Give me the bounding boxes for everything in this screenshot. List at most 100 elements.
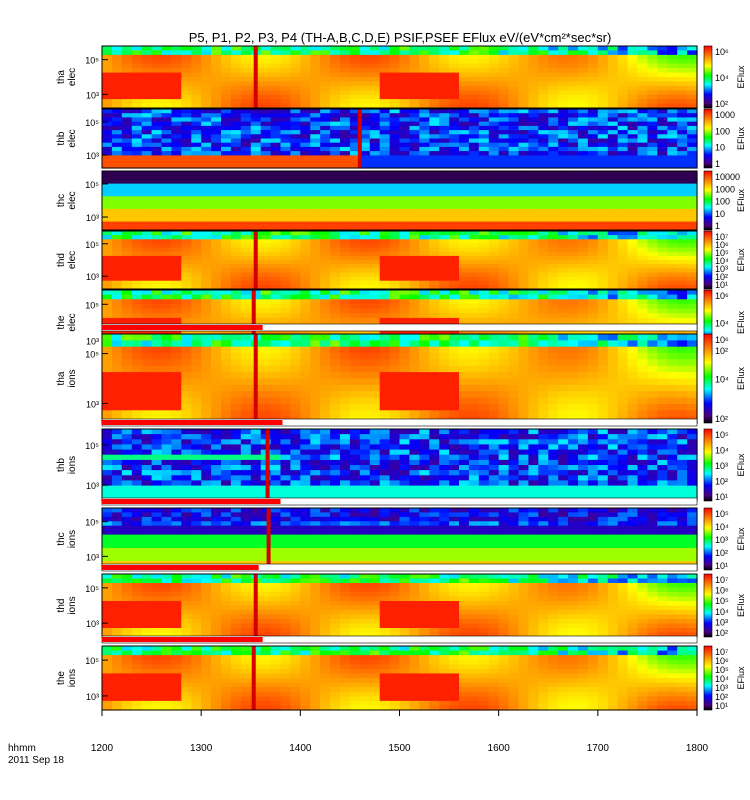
spectrogram-cell bbox=[578, 94, 589, 100]
colorbar-tick-label: 10⁴ bbox=[715, 73, 729, 83]
spectrogram-cell bbox=[221, 50, 232, 56]
spectrogram-cell bbox=[468, 113, 480, 118]
spectrogram-cell bbox=[171, 397, 182, 405]
spectrogram-cell bbox=[597, 85, 609, 91]
spectrogram-cell bbox=[320, 142, 331, 148]
spectrogram-cell bbox=[379, 125, 391, 131]
spectrogram-cell bbox=[488, 208, 500, 214]
spectrogram-cell bbox=[478, 138, 490, 144]
spectrogram-cell bbox=[607, 50, 619, 56]
spectrogram-cell bbox=[597, 384, 609, 392]
spectrogram-cell bbox=[647, 94, 658, 100]
spectrogram-cell bbox=[587, 94, 599, 100]
spectrogram-cell bbox=[141, 280, 153, 286]
spectrogram-cell bbox=[627, 299, 639, 305]
spectrogram-cell bbox=[280, 179, 291, 185]
spectrogram-cell bbox=[429, 159, 440, 165]
spectrogram-cell bbox=[488, 63, 500, 69]
spectrogram-cell bbox=[617, 117, 629, 123]
spectrogram-cell bbox=[677, 239, 688, 244]
spectrogram-cell bbox=[647, 72, 658, 78]
spectrogram-cell bbox=[300, 121, 311, 127]
spectrogram-cell bbox=[171, 284, 182, 290]
spectrogram-cell bbox=[597, 217, 609, 223]
spectrogram-cell bbox=[330, 146, 341, 152]
spectrogram-cell bbox=[369, 313, 381, 319]
spectrogram-cell bbox=[587, 391, 599, 399]
spectrogram-cell bbox=[141, 235, 153, 240]
spectrogram-cell bbox=[657, 247, 668, 253]
spectrogram-cell bbox=[637, 109, 648, 114]
spectrogram-cell bbox=[260, 192, 272, 197]
spectrogram-cell bbox=[498, 397, 510, 405]
spectrogram-cell bbox=[538, 264, 549, 269]
spectrogram-cell bbox=[468, 251, 480, 257]
spectrogram-cell bbox=[171, 391, 182, 399]
spectrogram-cell bbox=[201, 313, 212, 319]
spectrogram-cell bbox=[647, 231, 658, 236]
spectrogram-cell bbox=[359, 294, 371, 300]
spectrogram-cell bbox=[409, 217, 420, 223]
spectrogram-cell bbox=[478, 155, 490, 161]
spectrogram-cell bbox=[151, 365, 163, 373]
spectrogram-cell bbox=[637, 151, 648, 156]
spectrogram-cell bbox=[201, 378, 212, 386]
spectrogram-cell bbox=[607, 276, 619, 282]
spectrogram-cell bbox=[558, 264, 569, 269]
spectrogram-cell bbox=[171, 179, 182, 185]
spectrogram-cell bbox=[647, 163, 658, 169]
spectrogram-cell bbox=[181, 284, 192, 290]
spectrogram-cell bbox=[459, 138, 470, 144]
spectrogram-cell bbox=[230, 384, 242, 392]
spectrogram-cell bbox=[558, 299, 569, 305]
spectrogram-cell bbox=[508, 378, 520, 386]
spectrogram-cell bbox=[211, 171, 222, 176]
spectrogram-cell bbox=[151, 208, 163, 214]
spectrogram-cell bbox=[637, 175, 648, 180]
spectrogram-cell bbox=[498, 353, 510, 361]
spectrogram-cell bbox=[429, 264, 440, 269]
spectrogram-cell bbox=[250, 117, 262, 123]
spectrogram-cell bbox=[270, 196, 282, 202]
spectrogram-cell bbox=[607, 204, 619, 210]
spectrogram-cell bbox=[627, 138, 639, 144]
spectrogram-cell bbox=[528, 50, 539, 56]
spectrogram-cell bbox=[409, 268, 420, 273]
spectrogram-cell bbox=[300, 163, 311, 169]
spectrogram-cell bbox=[151, 117, 163, 123]
spectrogram-cell bbox=[687, 99, 698, 105]
spectrogram-cell bbox=[260, 63, 272, 69]
spectrogram-cell bbox=[260, 243, 272, 249]
spectrogram-cell bbox=[141, 217, 153, 223]
spectrogram-cell bbox=[657, 77, 668, 82]
spectrogram-cell bbox=[141, 63, 153, 69]
spectrogram-cell bbox=[607, 99, 619, 105]
spectrogram-cell bbox=[627, 117, 639, 123]
spectrogram-cell bbox=[221, 72, 232, 78]
spectrogram-cell bbox=[498, 155, 510, 161]
colorbar-label: EFlux bbox=[736, 189, 746, 213]
spectrogram-cell bbox=[617, 138, 629, 144]
spectrogram-cell bbox=[230, 208, 242, 214]
spectrogram-cell bbox=[201, 179, 212, 185]
spectrogram-cell bbox=[389, 159, 401, 165]
spectrogram-cell bbox=[389, 72, 401, 78]
spectrogram-cell bbox=[468, 235, 480, 240]
spectrogram-cell bbox=[270, 192, 282, 197]
spectrogram-cell bbox=[310, 255, 321, 261]
colorbar-tick-label: 1 bbox=[715, 221, 720, 231]
spectrogram-cell bbox=[310, 46, 321, 51]
spectrogram-cell bbox=[568, 134, 579, 140]
spectrogram-cell bbox=[310, 213, 321, 218]
spectrogram-cell bbox=[627, 200, 639, 206]
spectrogram-cell bbox=[429, 138, 440, 144]
spectrogram-cell bbox=[459, 268, 470, 273]
spectrogram-cell bbox=[617, 99, 629, 105]
spectrogram-cell bbox=[637, 239, 648, 244]
spectrogram-cell bbox=[161, 247, 172, 253]
spectrogram-cell bbox=[340, 239, 351, 244]
spectrogram-cell bbox=[340, 113, 351, 118]
spectrogram-cell bbox=[459, 410, 470, 418]
spectrogram-cell bbox=[270, 175, 282, 180]
spectrogram-cell bbox=[439, 125, 450, 131]
